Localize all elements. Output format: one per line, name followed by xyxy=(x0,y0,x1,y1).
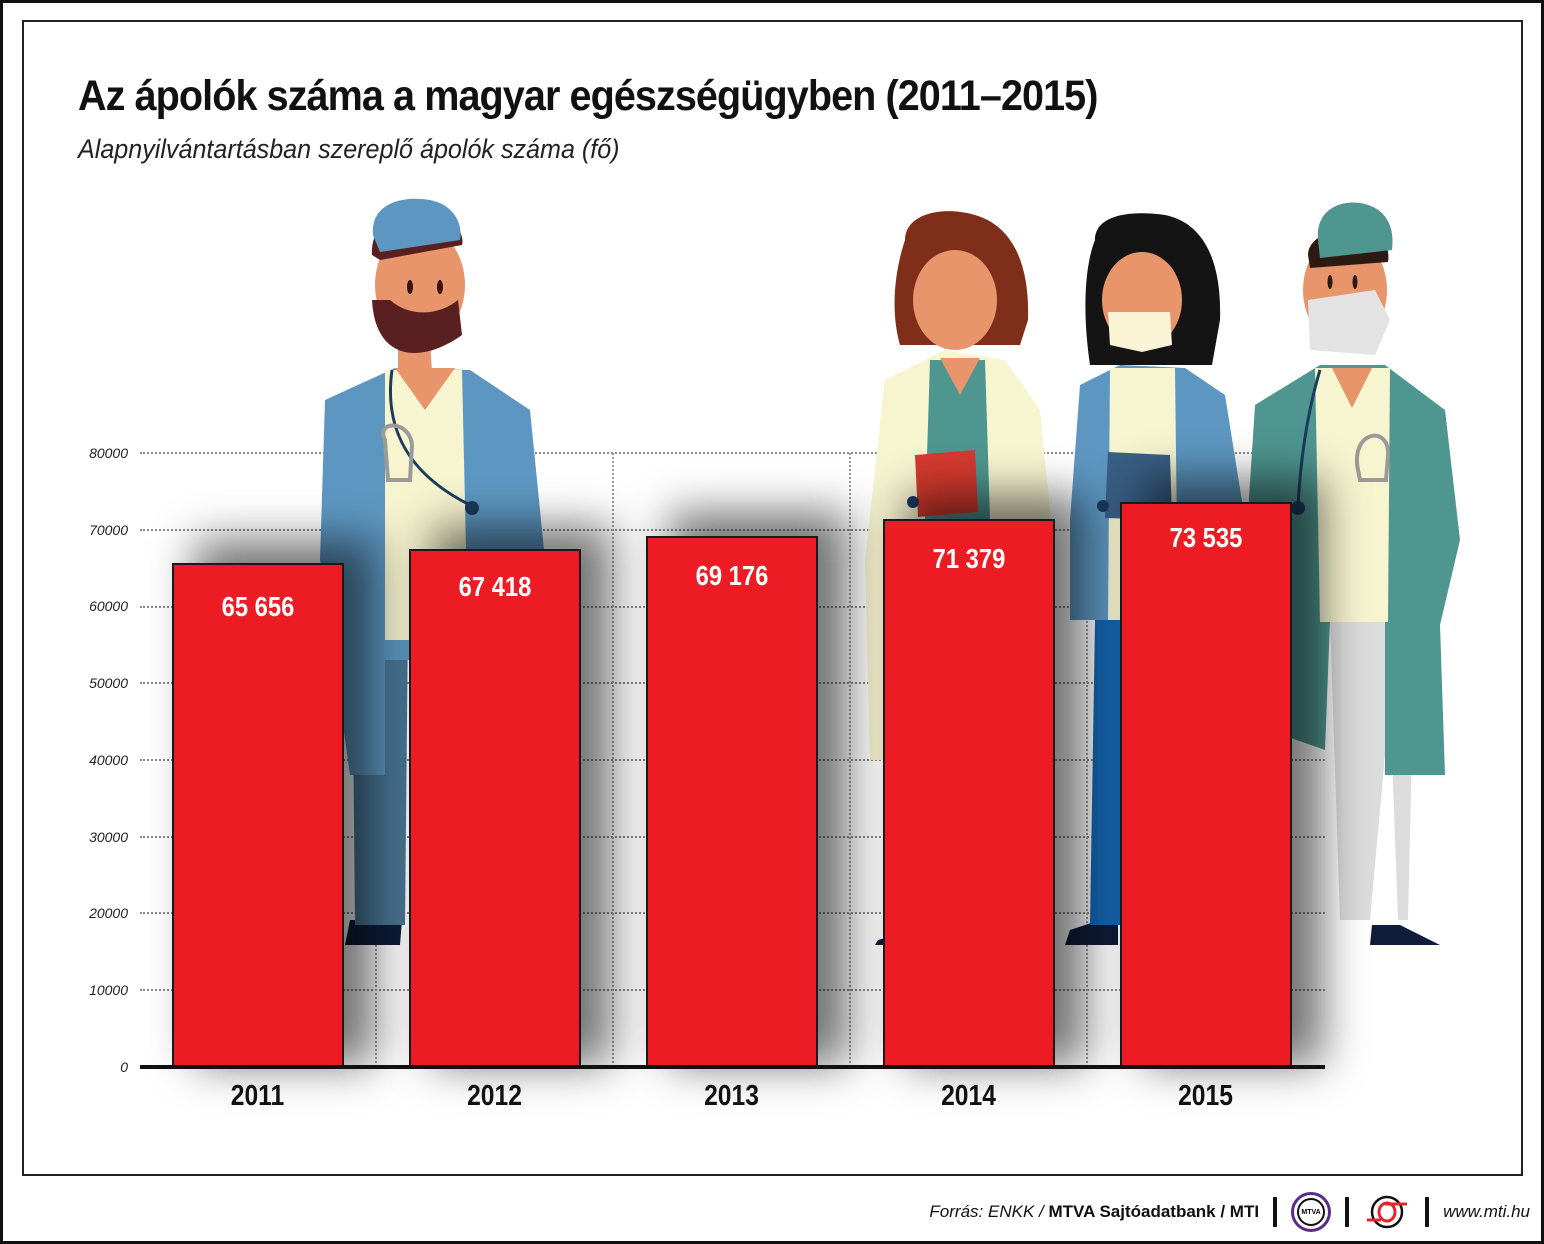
bar-2014: 71 379 xyxy=(883,519,1055,1066)
x-axis-line xyxy=(140,1065,1325,1069)
bar-value-label: 67 418 xyxy=(458,571,532,602)
y-tick-label: 40000 xyxy=(89,752,128,768)
x-tick-label: 2011 xyxy=(230,1080,285,1112)
separator xyxy=(1425,1197,1430,1227)
x-tick-label: 2015 xyxy=(1178,1080,1233,1112)
bar-2013: 69 176 xyxy=(646,536,818,1066)
y-tick-label: 0 xyxy=(120,1059,128,1075)
vgridline xyxy=(612,453,614,1067)
chart-title: Az ápolók száma a magyar egészségügyben … xyxy=(78,72,1098,120)
bar-value-label: 69 176 xyxy=(695,560,769,591)
bar-2012: 67 418 xyxy=(409,549,581,1066)
vgridline xyxy=(849,453,851,1067)
bar-value-label: 65 656 xyxy=(221,591,295,622)
chart-subtitle: Alapnyilvántartásban szereplő ápolók szá… xyxy=(78,134,620,164)
y-tick-label: 20000 xyxy=(89,905,128,921)
source-prefix: Forrás: ENKK / xyxy=(929,1202,1049,1221)
x-tick-label: 2012 xyxy=(467,1080,522,1112)
mtva-logo-text: MTVA xyxy=(1297,1198,1326,1226)
vgridline xyxy=(1086,453,1088,1067)
y-tick-label: 30000 xyxy=(89,829,128,845)
separator xyxy=(1345,1197,1350,1227)
y-tick-label: 70000 xyxy=(89,522,128,538)
bar-2011: 65 656 xyxy=(172,563,344,1066)
bar-2015: 73 535 xyxy=(1120,502,1292,1066)
bar-value-label: 71 379 xyxy=(932,543,1006,574)
mti-logo-icon xyxy=(1367,1195,1408,1229)
footer: Forrás: ENKK / MTVA Sajtóadatbank / MTI … xyxy=(860,1192,1530,1232)
y-tick-label: 50000 xyxy=(89,675,128,691)
bar-value-label: 73 535 xyxy=(1169,522,1243,553)
y-tick-label: 60000 xyxy=(89,598,128,614)
separator xyxy=(1273,1197,1278,1227)
source-credit: Forrás: ENKK / MTVA Sajtóadatbank / MTI xyxy=(929,1202,1259,1222)
x-tick-label: 2014 xyxy=(941,1080,996,1112)
x-tick-label: 2013 xyxy=(704,1080,759,1112)
y-tick-label: 10000 xyxy=(89,982,128,998)
gridline-80000 xyxy=(140,452,1325,454)
website-url: www.mti.hu xyxy=(1443,1202,1530,1221)
source-agencies: MTVA Sajtóadatbank / MTI xyxy=(1048,1202,1260,1221)
y-tick-label: 80000 xyxy=(89,445,128,461)
mtva-logo-icon: MTVA xyxy=(1291,1192,1332,1232)
